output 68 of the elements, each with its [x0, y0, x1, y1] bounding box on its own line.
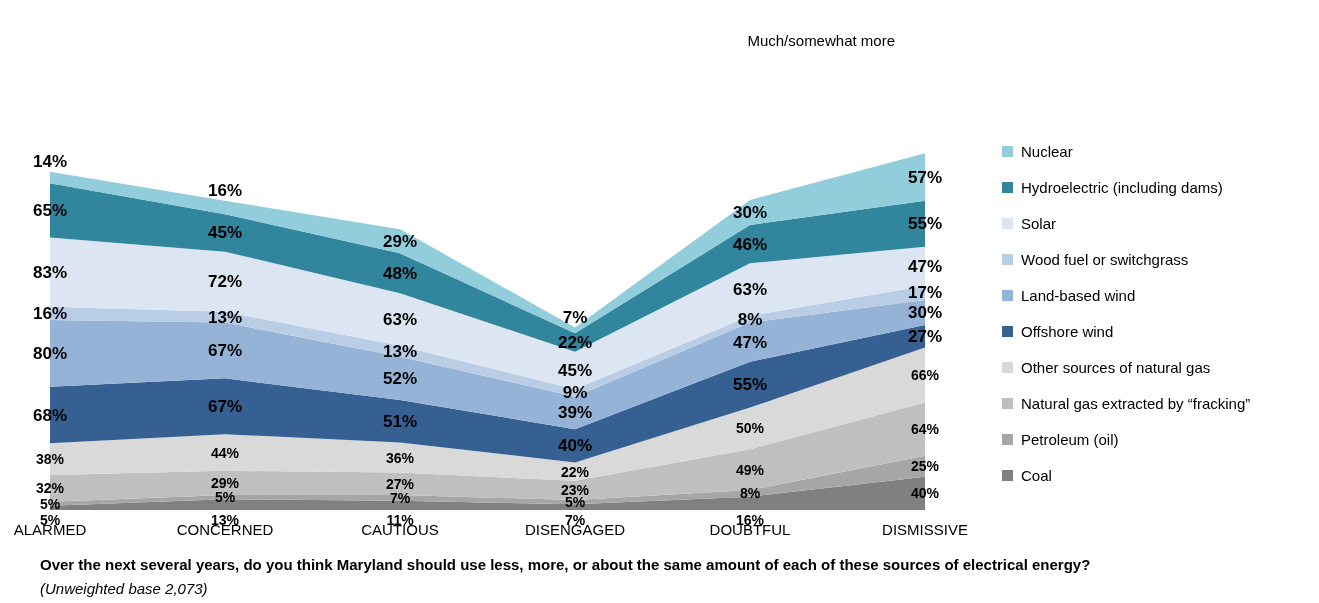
data-label: 46%: [732, 234, 768, 254]
legend-label: Wood fuel or switchgrass: [1021, 250, 1189, 268]
data-label: 48%: [382, 263, 418, 283]
data-label: 66%: [910, 367, 940, 383]
data-label: 63%: [732, 280, 768, 300]
data-label: 9%: [562, 383, 588, 403]
data-label: 8%: [739, 485, 761, 502]
data-label: 5%: [214, 489, 236, 506]
data-label: 47%: [907, 256, 943, 276]
data-label: 25%: [910, 458, 940, 475]
text: Much/somewhat more: [746, 32, 895, 49]
data-label: 67%: [207, 340, 243, 360]
data-label: 16%: [207, 181, 243, 201]
legend-label: Petroleum (oil): [1021, 430, 1119, 448]
data-label: 29%: [382, 231, 418, 251]
data-label: 22%: [560, 463, 590, 480]
data-label: 57%: [907, 167, 943, 187]
data-label: 32%: [35, 480, 65, 497]
legend-label: Coal: [1021, 466, 1052, 484]
data-label: 52%: [382, 368, 418, 388]
data-label: 30%: [907, 303, 943, 322]
legend-label: Offshore wind: [1021, 322, 1114, 340]
data-label: 14%: [32, 152, 68, 172]
data-label: 13%: [382, 341, 418, 361]
data-label: 45%: [557, 360, 593, 380]
legend-label: Other sources of natural gas: [1021, 358, 1211, 376]
data-label: 64%: [910, 421, 940, 438]
data-label: 51%: [382, 411, 418, 431]
data-label: 39%: [557, 403, 593, 423]
data-label: 50%: [735, 420, 765, 437]
data-label: 8%: [737, 309, 763, 329]
data-label: 49%: [735, 461, 765, 478]
data-label: 36%: [385, 449, 415, 466]
data-label: 5%: [39, 495, 61, 512]
data-label: 68%: [32, 405, 68, 425]
data-label: 72%: [207, 272, 243, 292]
data-label: 40%: [557, 436, 593, 456]
legend-label: Land-based wind: [1021, 286, 1136, 304]
data-label: 55%: [907, 214, 943, 234]
data-label: 40%: [910, 485, 940, 502]
data-label: 5%: [564, 494, 586, 511]
legend-label: Solar: [1021, 214, 1057, 232]
data-label: 7%: [389, 489, 411, 506]
text: (Unweighted base 2,073): [40, 580, 208, 597]
data-label: 17%: [907, 283, 943, 303]
data-label: 27%: [907, 326, 943, 346]
legend-label: Nuclear: [1021, 142, 1073, 160]
data-label: 63%: [382, 310, 418, 330]
data-label: 13%: [207, 307, 243, 327]
legend-label: Hydroelectric (including dams): [1021, 178, 1223, 196]
data-label: 38%: [35, 451, 65, 468]
data-label: 65%: [32, 200, 68, 220]
x-tick-label: DISMISSIVE: [882, 520, 968, 538]
text: Over the next several years, do you think Maryland should use less, more, or about the same amount of each of these sources of electrical energy?: [40, 556, 1091, 573]
data-label: 47%: [732, 332, 768, 352]
data-label: 27%: [385, 475, 415, 492]
data-label: 80%: [32, 343, 68, 363]
data-label: 45%: [207, 223, 243, 243]
legend-label: Natural gas extracted by “fracking”: [1021, 394, 1251, 412]
data-label: 67%: [207, 396, 243, 416]
data-label: 44%: [210, 444, 240, 461]
data-label: 29%: [210, 474, 240, 491]
data-label: 7%: [562, 308, 588, 327]
data-label: 30%: [732, 203, 768, 222]
data-label: 55%: [732, 375, 768, 395]
data-label: 83%: [32, 262, 68, 282]
data-label: 22%: [557, 333, 593, 352]
data-label: 16%: [32, 303, 68, 323]
